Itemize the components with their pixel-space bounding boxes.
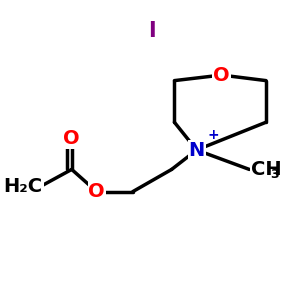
Text: H₂C: H₂C bbox=[3, 177, 43, 196]
Text: 3: 3 bbox=[270, 168, 279, 181]
Text: +: + bbox=[207, 128, 219, 142]
Text: I: I bbox=[148, 21, 156, 40]
Text: H: H bbox=[25, 177, 41, 196]
Text: O: O bbox=[63, 129, 80, 148]
Text: CH: CH bbox=[251, 160, 281, 179]
Text: O: O bbox=[88, 182, 105, 201]
Text: N: N bbox=[188, 140, 205, 160]
Text: O: O bbox=[213, 66, 230, 85]
